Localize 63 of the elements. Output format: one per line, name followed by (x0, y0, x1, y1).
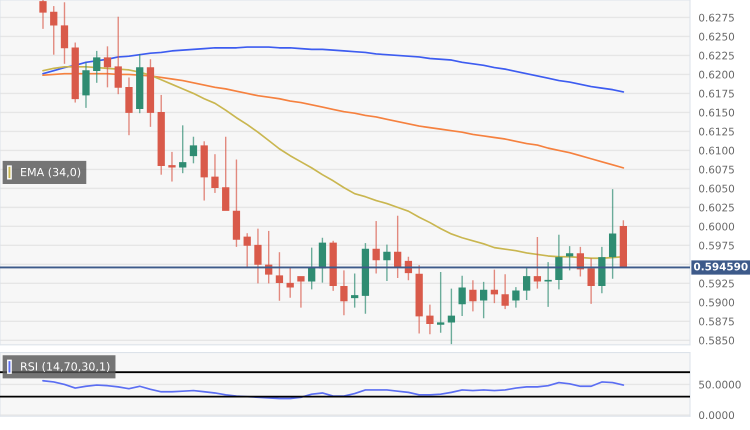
candlestick (458, 275, 466, 317)
candlestick (544, 261, 552, 308)
candlestick (340, 270, 348, 316)
y-tick-label: 0.6250 (699, 32, 734, 41)
candlestick (522, 266, 530, 301)
candlestick (254, 228, 262, 284)
y-tick-label: 0.6075 (699, 166, 734, 174)
candlestick (512, 286, 520, 308)
candlestick (276, 251, 284, 302)
candlestick (566, 245, 574, 272)
ref-line-label: 0.594590 (694, 262, 748, 270)
y-tick-label: 0.6125 (699, 128, 734, 136)
candlestick (179, 124, 186, 174)
y-tick-label: 0.0000 (699, 411, 734, 420)
candlestick (469, 280, 477, 312)
candlestick (394, 215, 402, 279)
candlestick (426, 304, 434, 335)
y-tick-label: 0.6150 (699, 108, 734, 117)
candlestick (490, 268, 498, 304)
y-tick-label: 0.6050 (699, 184, 734, 192)
candlestick (308, 246, 316, 290)
y-tick-label: 0.6225 (699, 52, 734, 60)
candlestick (39, 0, 47, 30)
candlestick (534, 236, 542, 290)
candlestick (93, 50, 100, 84)
y-tick-label: 0.6200 (699, 70, 734, 79)
y-tick-label: 0.6025 (699, 204, 734, 212)
candlestick (297, 276, 305, 308)
candlestick (190, 136, 198, 164)
candlestick (168, 151, 176, 182)
y-tick-label: 0.5975 (699, 242, 734, 250)
candlestick (50, 5, 58, 56)
y-tick-label: 0.6175 (699, 90, 734, 98)
candlestick (587, 258, 595, 305)
candlestick (383, 244, 391, 282)
candlestick (608, 188, 616, 280)
candlestick (222, 136, 230, 212)
candlestick (501, 274, 509, 310)
candlestick (480, 281, 488, 319)
candlestick (372, 220, 380, 274)
candlestick (286, 266, 294, 298)
y-tick-label: 50.0000 (699, 380, 741, 389)
candlestick (437, 271, 444, 334)
candlestick (60, 2, 68, 64)
y-tick-label: 0.6275 (699, 14, 734, 22)
candlestick (114, 16, 122, 95)
legend-label: RSI (14,70,30,1) (21, 362, 110, 372)
candlestick (104, 46, 112, 88)
y-tick-label: 0.5900 (699, 298, 734, 306)
y-tick-label: 0.5875 (699, 318, 734, 326)
candlestick (244, 232, 251, 269)
candlestick (555, 234, 563, 290)
candlestick (576, 246, 584, 278)
candlestick (211, 154, 219, 194)
y-tick-label: 0.6000 (699, 222, 734, 230)
legend-label: EMA (34,0) (21, 168, 80, 178)
candlestick (448, 288, 456, 345)
y-tick-label: 0.6100 (699, 146, 734, 155)
candlestick (351, 272, 358, 308)
y-tick-label: 0.5850 (699, 336, 734, 344)
line-series (42, 46, 624, 93)
line-series (42, 380, 624, 400)
y-tick-label: 0.5925 (699, 280, 734, 288)
